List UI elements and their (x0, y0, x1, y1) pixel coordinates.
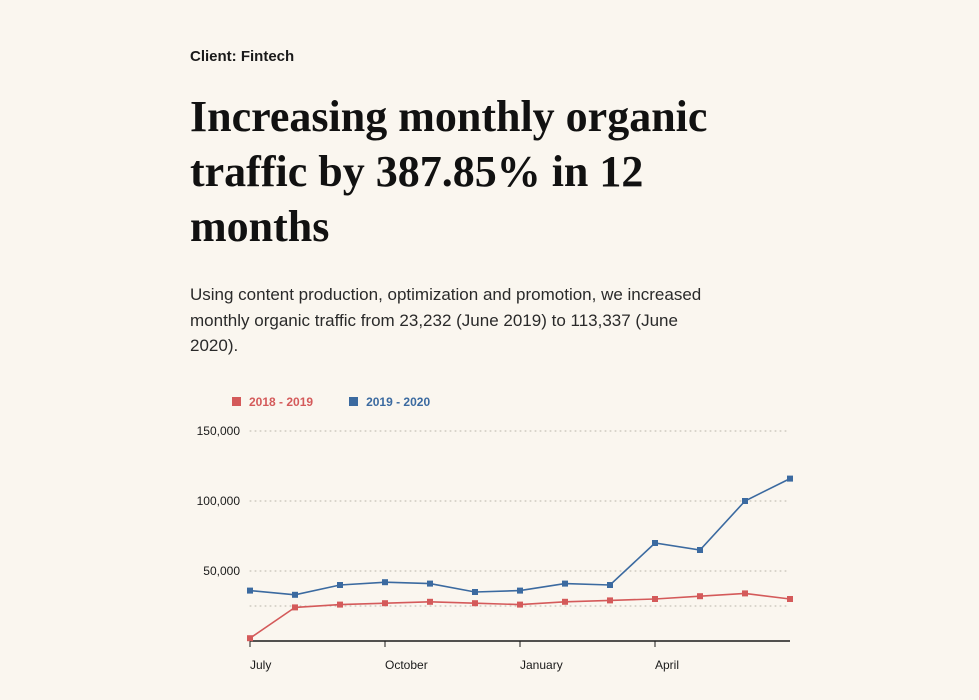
legend-item-2019: 2019 - 2020 (349, 395, 430, 409)
svg-text:150,000: 150,000 (197, 424, 241, 438)
svg-text:100,000: 100,000 (197, 494, 241, 508)
legend-label-2018: 2018 - 2019 (249, 395, 313, 409)
chart-legend: 2018 - 2019 2019 - 2020 (232, 395, 810, 409)
client-line: Client: Fintech (190, 48, 979, 65)
svg-text:January: January (520, 658, 563, 672)
chart-svg: 50,000 100,000 150,000 July October January Ap… (190, 423, 810, 683)
svg-text:April: April (655, 658, 679, 672)
svg-text:July: July (250, 658, 271, 672)
traffic-chart: 2018 - 2019 2019 - 2020 50,000 100,000 150… (190, 395, 810, 683)
legend-label-2019: 2019 - 2020 (366, 395, 430, 409)
svg-text:50,000: 50,000 (203, 564, 240, 578)
legend-item-2018: 2018 - 2019 (232, 395, 313, 409)
page-subhead: Using content production, optimization a… (190, 282, 710, 359)
page-headline: Increasing monthly organic traffic by 38… (190, 89, 770, 254)
legend-swatch-2018 (232, 397, 241, 406)
svg-text:October: October (385, 658, 428, 672)
legend-swatch-2019 (349, 397, 358, 406)
